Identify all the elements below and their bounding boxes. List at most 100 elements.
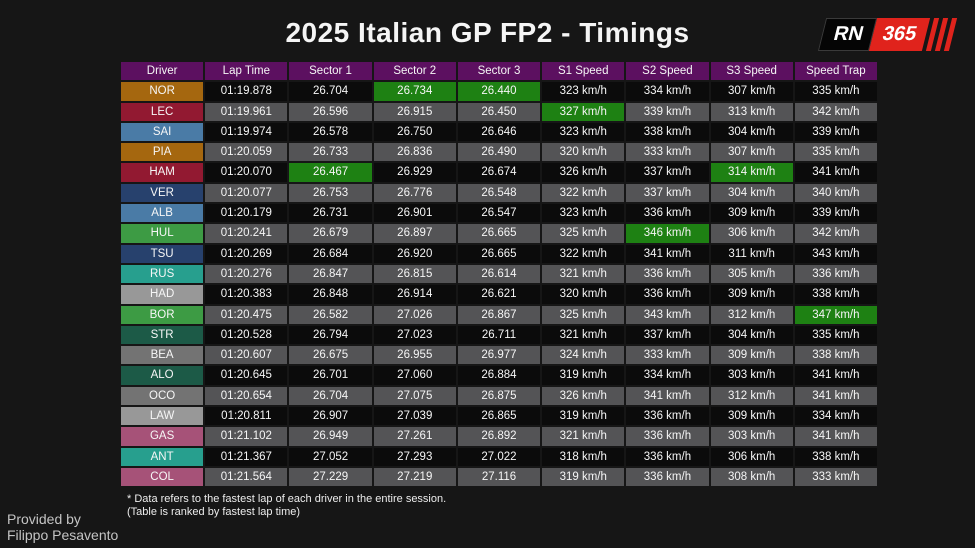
timing-cell: 26.847 [289,264,372,284]
timing-cell: 307 km/h [710,143,793,162]
footnote-line1: * Data refers to the fastest lap of each… [127,493,447,505]
timing-cell: 335 km/h [794,143,877,162]
timing-cell: 341 km/h [794,427,877,446]
timing-cell: 27.261 [373,427,456,446]
timing-cell: 26.733 [289,143,372,162]
driver-cell: PIA [121,143,204,162]
timing-cell: 336 km/h [626,427,709,446]
timing-cell: 338 km/h [794,346,877,365]
timing-cell: 27.060 [373,366,456,385]
timing-cell: 336 km/h [626,467,709,487]
timing-cell: 26.674 [457,163,541,182]
timing-cell: 307 km/h [710,82,793,101]
timing-cell: 341 km/h [794,163,877,182]
timing-cell: 27.022 [457,447,541,466]
timing-cell: 27.052 [289,447,372,466]
timing-cell: 01:21.564 [205,467,288,487]
credit-line2: Filippo Pesavento [7,526,119,543]
timing-cell: 323 km/h [542,82,625,101]
timing-cell: 336 km/h [626,407,709,426]
timing-cell: 01:21.102 [205,427,288,446]
timing-cell: 337 km/h [626,325,709,345]
timing-cell: 311 km/h [710,244,793,263]
timing-cell: 304 km/h [710,325,793,345]
timing-cell: 346 km/h [626,224,709,243]
timing-cell: 339 km/h [626,102,709,121]
column-header: Speed Trap [794,62,877,81]
timing-cell: 26.875 [457,386,541,406]
timing-cell: 337 km/h [626,183,709,203]
timing-cell: 342 km/h [794,224,877,243]
timing-cell: 01:20.059 [205,143,288,162]
timing-cell: 336 km/h [626,447,709,466]
column-header: Sector 2 [373,62,456,81]
timing-cell: 325 km/h [542,305,625,324]
timing-cell: 26.884 [457,366,541,385]
timing-cell: 341 km/h [794,366,877,385]
timing-cell: 26.977 [457,346,541,365]
timing-cell: 323 km/h [542,122,625,142]
timing-cell: 26.701 [289,366,372,385]
timing-cell: 339 km/h [794,204,877,223]
timing-cell: 322 km/h [542,244,625,263]
column-header: S3 Speed [710,62,793,81]
timing-cell: 343 km/h [794,244,877,263]
driver-cell: BOR [121,305,204,324]
timing-cell: 26.711 [457,325,541,345]
timing-cell: 26.794 [289,325,372,345]
timing-cell: 312 km/h [710,305,793,324]
timing-cell: 341 km/h [626,386,709,406]
timing-cell: 309 km/h [710,204,793,223]
timing-cell: 323 km/h [542,204,625,223]
timing-cell: 01:20.276 [205,264,288,284]
timing-cell: 335 km/h [794,325,877,345]
driver-cell: COL [121,467,204,487]
timing-cell: 01:20.077 [205,183,288,203]
rn365-logo-rn: RN [817,18,877,51]
timing-cell: 26.578 [289,122,372,142]
timing-cell: 01:20.241 [205,224,288,243]
timing-cell: 26.582 [289,305,372,324]
timing-cell: 339 km/h [794,122,877,142]
timing-cell: 338 km/h [794,285,877,304]
driver-cell: SAI [121,122,204,142]
timing-cell: 01:20.383 [205,285,288,304]
timing-cell: 336 km/h [626,264,709,284]
timing-cell: 343 km/h [626,305,709,324]
timing-cell: 26.621 [457,285,541,304]
timing-cell: 01:20.179 [205,204,288,223]
column-header: S2 Speed [626,62,709,81]
timing-cell: 334 km/h [626,366,709,385]
column-header: Sector 1 [289,62,372,81]
timing-cell: 26.929 [373,163,456,182]
timing-cell: 26.915 [373,102,456,121]
credit-line1: Provided by [7,511,81,527]
driver-cell: BEA [121,346,204,365]
column-header: Sector 3 [457,62,541,81]
timing-cell: 26.704 [289,386,372,406]
timing-cell: 26.750 [373,122,456,142]
timing-cell: 306 km/h [710,447,793,466]
column-header: S1 Speed [542,62,625,81]
timing-cell: 303 km/h [710,366,793,385]
timing-cell: 326 km/h [542,163,625,182]
timing-cell: 26.815 [373,264,456,284]
driver-cell: VER [121,183,204,203]
timing-cell: 01:20.269 [205,244,288,263]
timing-cell: 01:20.528 [205,325,288,345]
timing-cell: 01:20.654 [205,386,288,406]
timing-cell: 319 km/h [542,407,625,426]
timing-cell: 26.684 [289,244,372,263]
footnote: * Data refers to the fastest lap of each… [127,493,446,519]
timing-cell: 309 km/h [710,346,793,365]
timing-cell: 01:20.475 [205,305,288,324]
timing-cell: 304 km/h [710,122,793,142]
timing-cell: 26.646 [457,122,541,142]
timing-cell: 26.867 [457,305,541,324]
footnote-line2: (Table is ranked by fastest lap time) [127,506,301,518]
timing-cell: 347 km/h [794,305,877,324]
timing-cell: 27.039 [373,407,456,426]
driver-cell: OCO [121,386,204,406]
timing-cell: 26.450 [457,102,541,121]
rn365-logo-365: 365 [868,18,931,51]
